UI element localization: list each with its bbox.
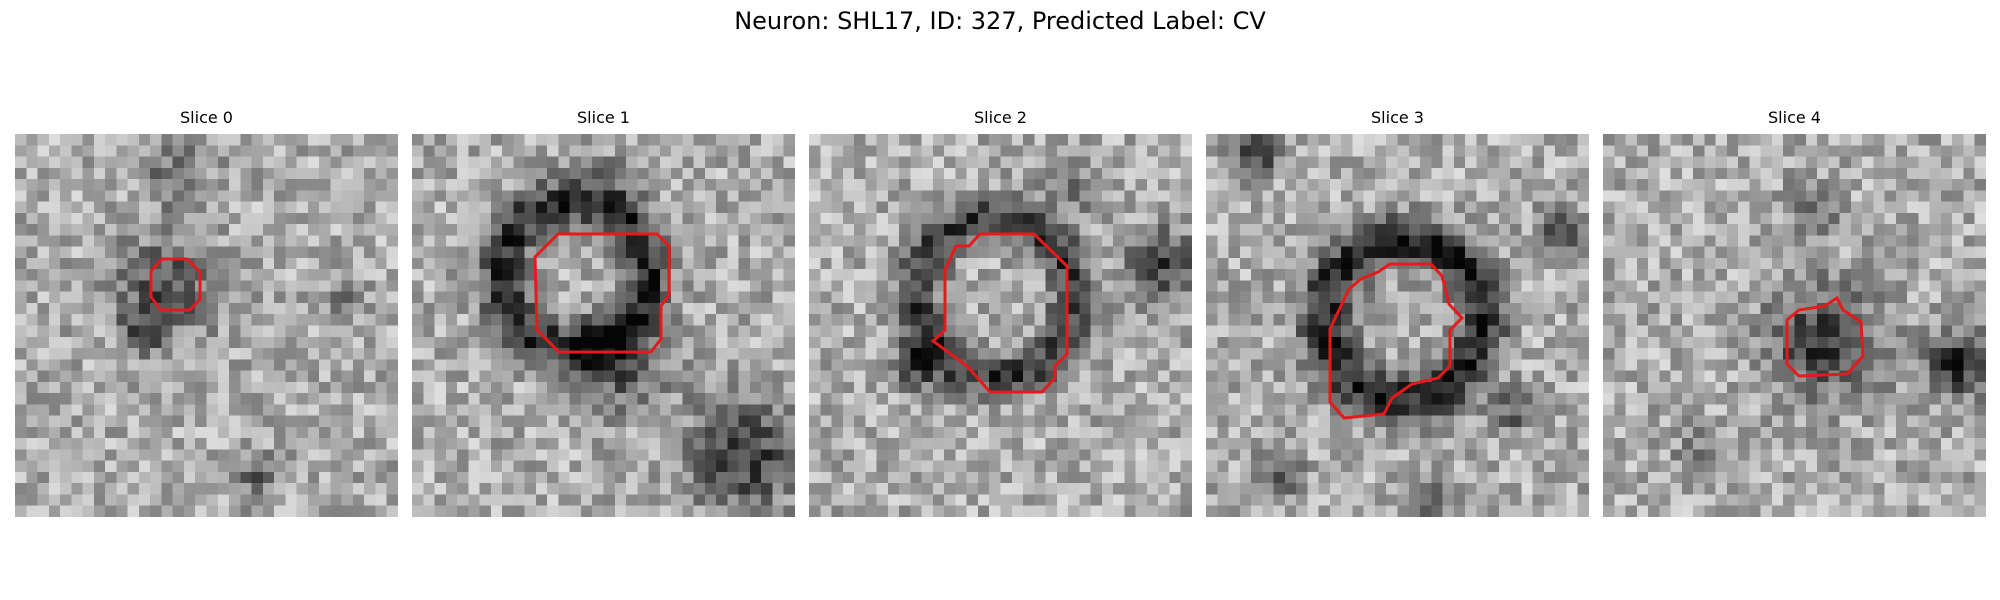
roi-contour-4 (1785, 295, 1865, 378)
slice-image-0 (15, 134, 398, 517)
slice-title-1: Slice 1 (577, 108, 630, 127)
slice-title-4: Slice 4 (1768, 108, 1821, 127)
figure-title: Neuron: SHL17, ID: 327, Predicted Label:… (734, 7, 1266, 35)
slice-panel-0: Slice 0 (15, 108, 398, 522)
roi-contour-1 (533, 232, 671, 354)
roi-contour-2 (930, 232, 1069, 394)
slice-image-4 (1603, 134, 1986, 517)
roi-contour-0 (149, 257, 202, 312)
slice-title-3: Slice 3 (1371, 108, 1424, 127)
slice-panel-1: Slice 1 (412, 108, 795, 522)
slice-title-2: Slice 2 (974, 108, 1027, 127)
roi-contour-3 (1328, 262, 1465, 420)
slice-image-1 (412, 134, 795, 517)
slice-panel-3: Slice 3 (1206, 108, 1589, 522)
slice-panel-4: Slice 4 (1603, 108, 1986, 522)
slice-panel-2: Slice 2 (809, 108, 1192, 522)
slice-image-2 (809, 134, 1192, 517)
slice-title-0: Slice 0 (180, 108, 233, 127)
slice-image-3 (1206, 134, 1589, 517)
